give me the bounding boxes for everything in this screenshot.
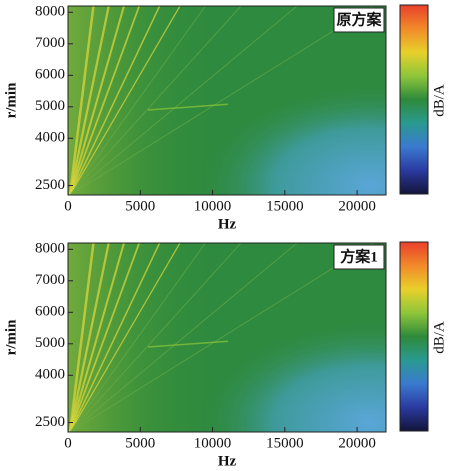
y-tick-label: 8000 xyxy=(35,4,65,20)
plot-frame xyxy=(67,5,387,196)
order-line xyxy=(69,6,125,195)
x-tick-label: 20000 xyxy=(338,435,376,451)
y-tick-label: 6000 xyxy=(35,304,65,320)
order-lines xyxy=(68,243,374,432)
order-line xyxy=(69,243,181,432)
resonance-line xyxy=(147,103,229,111)
order-line xyxy=(69,243,374,432)
y-tick-label: 4000 xyxy=(35,367,65,383)
order-line xyxy=(69,6,242,195)
panel-title: 原方案 xyxy=(336,10,382,28)
order-line xyxy=(69,243,206,432)
order-line xyxy=(68,6,110,195)
order-line xyxy=(69,6,181,195)
order-lines xyxy=(68,6,374,195)
x-tick-label: 15000 xyxy=(266,198,304,214)
x-tick-label: 20000 xyxy=(338,198,376,214)
x-tick-label: 5000 xyxy=(125,435,155,451)
y-tick-label: 7000 xyxy=(35,35,65,51)
y-axis-label: r/min xyxy=(3,82,19,118)
order-line xyxy=(69,6,161,195)
x-tick-label: 0 xyxy=(64,198,72,214)
colorbar xyxy=(399,4,429,195)
y-tick-label: 7000 xyxy=(35,272,65,288)
colorbar-label: dB/A xyxy=(431,84,447,117)
y-tick-label: 2500 xyxy=(35,177,65,193)
y-axis-label: r/min xyxy=(3,319,19,355)
colorbar xyxy=(399,241,429,432)
order-line xyxy=(69,243,161,432)
order-line xyxy=(69,243,298,432)
order-line xyxy=(69,243,242,432)
x-tick-label: 0 xyxy=(64,435,72,451)
y-tick-label: 4000 xyxy=(35,130,65,146)
order-line xyxy=(69,6,298,195)
y-tick-label: 5000 xyxy=(35,98,65,114)
x-axis-label: Hz xyxy=(218,216,237,232)
order-line xyxy=(69,6,141,195)
y-tick-label: 8000 xyxy=(35,241,65,257)
order-line xyxy=(68,6,95,195)
order-line xyxy=(69,243,125,432)
y-tick-label: 5000 xyxy=(35,335,65,351)
panel: 原方案 0 5000 10000 15000 20000 2500 4000 5000 6000 7… xyxy=(3,4,447,233)
y-tick-label: 2500 xyxy=(35,414,65,430)
y-tick-label: 6000 xyxy=(35,67,65,83)
panel-title: 方案1 xyxy=(340,247,378,265)
plot-frame xyxy=(67,242,387,433)
panel: 方案1 0 5000 10000 15000 20000 2500 4000 5000 6000 7… xyxy=(3,241,447,470)
order-line xyxy=(68,243,110,432)
title-box xyxy=(333,244,385,270)
resonance-line xyxy=(147,340,229,348)
x-tick-label: 10000 xyxy=(194,435,232,451)
x-tick-label: 15000 xyxy=(266,435,304,451)
order-line xyxy=(69,243,141,432)
order-line xyxy=(69,6,374,195)
x-tick-label: 5000 xyxy=(125,198,155,214)
x-tick-label: 10000 xyxy=(194,198,232,214)
order-line xyxy=(69,6,206,195)
order-line xyxy=(68,243,95,432)
x-axis-label: Hz xyxy=(218,453,237,469)
colorbar-label: dB/A xyxy=(431,321,447,354)
title-box xyxy=(333,7,385,33)
